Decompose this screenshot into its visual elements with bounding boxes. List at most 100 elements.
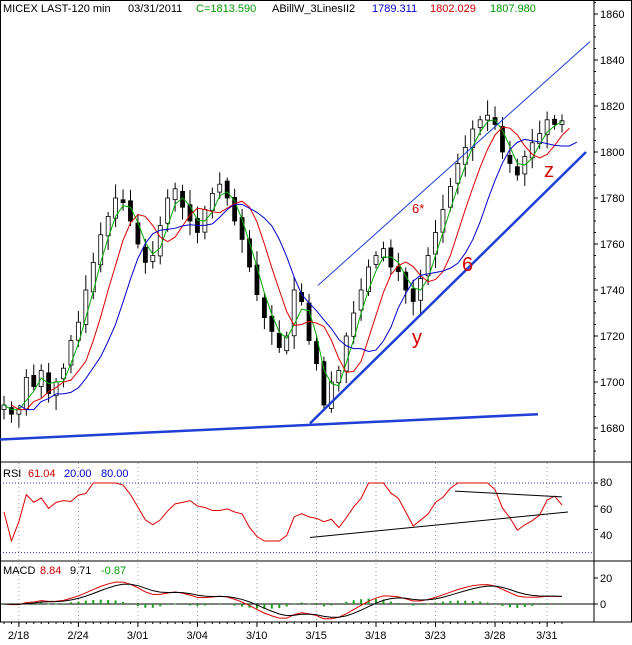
macd-histogram-bar xyxy=(263,604,266,609)
rsi-tick-80: 80 xyxy=(600,477,612,489)
candle-down xyxy=(507,154,513,164)
macd-tick-20: 20 xyxy=(600,573,612,585)
y-tick-label: 1760 xyxy=(600,239,624,251)
macd-histogram-bar xyxy=(322,604,325,607)
candle-down xyxy=(321,361,327,406)
candle-up xyxy=(336,370,342,384)
macd-histogram-bar xyxy=(99,599,102,604)
macd-panel xyxy=(0,577,598,620)
candle-up xyxy=(425,255,431,277)
macd-histogram-bar xyxy=(308,603,311,605)
x-tick-label: 3/28 xyxy=(484,630,505,642)
candle-up xyxy=(83,289,89,325)
candle-down xyxy=(261,297,267,319)
y-tick-label: 1840 xyxy=(600,55,624,67)
macd-histogram-bar xyxy=(151,604,154,608)
candle-up xyxy=(455,163,461,184)
candle-up xyxy=(343,335,349,372)
candle-up xyxy=(351,312,357,337)
macd-histogram-bar xyxy=(449,600,452,604)
macd-histogram-bar xyxy=(144,604,147,608)
macd-line xyxy=(3,581,563,620)
macd-histogram-bar xyxy=(218,603,221,605)
annotation-6-star: 6* xyxy=(412,201,424,216)
x-tick-label: 3/01 xyxy=(127,630,148,642)
candle-down xyxy=(254,264,260,296)
macd-histogram-bar xyxy=(382,599,385,604)
macd-histogram-bar xyxy=(174,603,177,605)
macd-histogram-bar xyxy=(479,601,482,604)
macd-histogram-bar xyxy=(419,604,422,605)
price-grid xyxy=(18,463,548,622)
macd-histogram-bar xyxy=(360,599,363,604)
rsi-high: 80.00 xyxy=(101,468,129,480)
candle-down xyxy=(247,238,252,268)
rsi-low: 20.00 xyxy=(64,468,92,480)
ma-blue-line xyxy=(18,138,578,411)
candle-up xyxy=(447,186,453,208)
candle-up xyxy=(373,255,379,265)
macd-histogram-bar xyxy=(181,604,184,605)
macd-histogram-bar xyxy=(47,603,50,605)
macd-histogram-bar xyxy=(77,601,80,604)
macd-histogram-bar xyxy=(553,604,556,605)
rsi-tick-40: 40 xyxy=(600,530,612,542)
x-tick-label: 2/24 xyxy=(67,630,88,642)
macd-histogram-bar xyxy=(315,604,318,605)
candle-down xyxy=(410,288,416,302)
candle-down xyxy=(239,217,245,240)
macd-histogram-bar xyxy=(427,603,430,605)
macd-histogram-bar xyxy=(337,604,340,605)
macd-histogram-bar xyxy=(352,600,355,604)
y-tick-label: 1860 xyxy=(600,9,624,21)
y-tick-label: 1780 xyxy=(600,193,624,205)
macd-histogram-bar xyxy=(330,604,333,606)
macd-label: MACD xyxy=(3,565,35,577)
macd-histogram-bar xyxy=(255,604,258,609)
candle-up xyxy=(217,183,223,193)
macd-histogram-bar xyxy=(494,603,497,605)
candle-up xyxy=(381,248,386,259)
macd-histogram-bar xyxy=(397,602,400,604)
macd-histogram-bar xyxy=(546,604,549,605)
price-y-axis: 1680 1700 1720 1740 1760 1780 1800 1820 1840 1860 xyxy=(594,2,624,452)
chart-frame xyxy=(0,0,632,623)
x-axis: 2/18 2/24 3/01 3/04 3/10 3/15 3/18 3/23 3/28 3/31 xyxy=(3,622,563,642)
candle-up xyxy=(23,376,29,410)
macd-histogram-bar xyxy=(345,601,348,604)
rsi-label: RSI xyxy=(3,468,21,480)
macd-histogram-bar xyxy=(531,604,534,606)
candle-up xyxy=(477,119,483,128)
macd-histogram-bar xyxy=(196,604,199,607)
macd-histogram-bar xyxy=(501,604,504,606)
candle-down xyxy=(224,180,230,199)
macd-histogram-bar xyxy=(516,604,519,608)
candle-up xyxy=(61,367,66,380)
macd-value: 8.84 xyxy=(40,565,61,577)
macd-histogram-bar xyxy=(92,600,95,604)
macd-histogram-bar xyxy=(293,603,296,605)
macd-histogram-bar xyxy=(241,604,244,607)
macd-histogram-bar xyxy=(389,601,392,604)
x-tick-label: 3/10 xyxy=(246,630,267,642)
macd-histogram-bar xyxy=(136,604,139,607)
macd-histogram-bar xyxy=(129,604,132,605)
header-date: 03/31/2011 xyxy=(128,3,182,15)
macd-hist: -0.87 xyxy=(101,565,126,577)
macd-histogram-bar xyxy=(40,602,43,604)
macd-histogram-bar xyxy=(464,600,467,604)
y-tick-label: 1740 xyxy=(600,285,624,297)
header-close: C=1813.590 xyxy=(196,3,256,15)
x-tick-label: 3/18 xyxy=(365,630,386,642)
candle-up xyxy=(150,255,156,262)
candle-up xyxy=(68,340,74,366)
candle-down xyxy=(232,197,238,222)
macd-histogram-bar xyxy=(441,601,444,604)
header-value-2: 1802.029 xyxy=(430,3,476,15)
y-tick-label: 1700 xyxy=(600,377,624,389)
x-tick-label: 3/23 xyxy=(425,630,446,642)
candle-down xyxy=(492,117,498,125)
rsi-panel xyxy=(0,482,598,554)
outer-border xyxy=(0,0,632,623)
candlestick-series xyxy=(1,100,565,428)
